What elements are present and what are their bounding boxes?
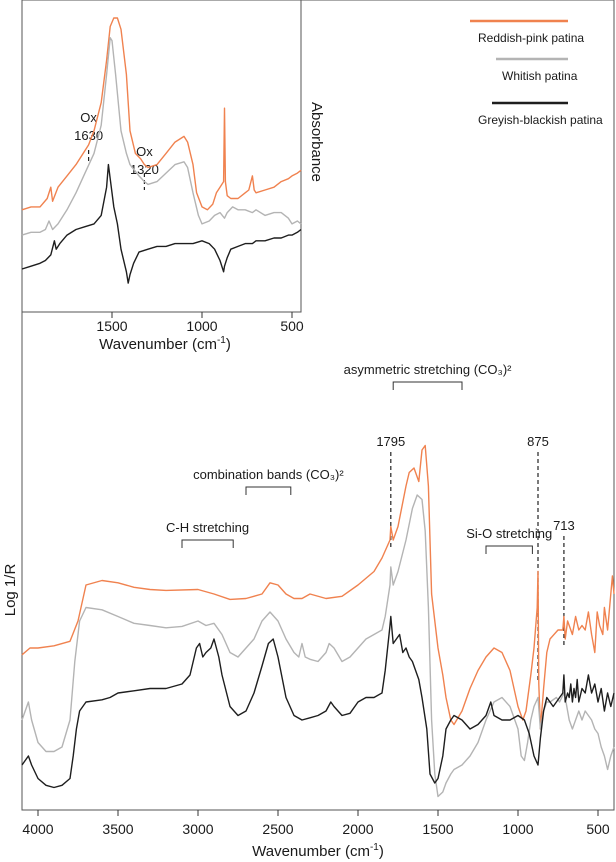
inset-annotation-top-0: Ox <box>80 110 97 125</box>
inset-plot-frame <box>21 0 302 313</box>
inset-series-line-1 <box>21 37 302 236</box>
main-peak-label-875: 875 <box>527 434 549 449</box>
inset-annotation-top-1: Ox <box>136 144 153 159</box>
legend: Reddish-pink patina Whitish patina Greyi… <box>470 19 603 127</box>
main-series-line-1 <box>21 494 615 798</box>
legend-label-reddish: Reddish-pink patina <box>478 31 584 45</box>
main-x-tick-label-3500: 3500 <box>102 821 133 837</box>
main-peak-label-713: 713 <box>553 518 575 533</box>
main-x-axis-title: Wavenumber (cm-1) <box>252 842 384 860</box>
main-annotation-bracket-0 <box>181 539 234 548</box>
main-annotation-bracket-1 <box>245 486 292 495</box>
main-x-tick-label-3000: 3000 <box>182 821 213 837</box>
inset-y-axis-title: Absorbance <box>308 102 325 182</box>
inset-annotation-bottom-0: 1630 <box>74 128 103 143</box>
main-x-tick-label-2000: 2000 <box>342 821 373 837</box>
main-annotation-label-0: C-H stretching <box>166 520 249 535</box>
inset-x-axis-title: Wavenumber (cm-1) <box>99 335 231 353</box>
main-x-tick-label-4000: 4000 <box>22 821 53 837</box>
inset-series-line-2 <box>21 163 302 284</box>
main-peak-label-1795: 1795 <box>376 434 405 449</box>
main-annotation-label-2: asymmetric stretching (CO₃)² <box>344 362 512 377</box>
main-x-tick-label-2500: 2500 <box>262 821 293 837</box>
inset-x-tick-label-500: 500 <box>280 318 304 334</box>
main-annotation-bracket-3 <box>485 545 533 554</box>
main-annotation-label-3: Si-O stretching <box>466 526 552 541</box>
main-x-tick-label-1500: 1500 <box>422 821 453 837</box>
main-y-axis-title: Log 1/R <box>2 564 19 617</box>
inset-x-tick-label-1000: 1000 <box>186 318 217 334</box>
main-annotations: C-H stretching combination bands (CO₃)² as… <box>166 362 575 680</box>
inset-x-tick-label-1500: 1500 <box>96 318 127 334</box>
main-plot-frame <box>21 0 615 811</box>
main-annotation-label-1: combination bands (CO₃)² <box>193 467 344 482</box>
main-annotation-bracket-2 <box>392 381 463 390</box>
main-x-axis: 4000 3500 3000 2500 2000 1500 1000 500 <box>22 810 610 837</box>
inset-x-axis: 1500 1000 500 <box>96 312 304 334</box>
main-series-line-2 <box>21 615 615 789</box>
inset-series-line-0 <box>21 17 302 211</box>
legend-label-whitish: Whitish patina <box>502 69 578 83</box>
main-series-group <box>21 444 615 798</box>
main-x-tick-label-500: 500 <box>586 821 610 837</box>
main-x-tick-label-1000: 1000 <box>502 821 533 837</box>
inset-series-group <box>21 17 302 284</box>
main-series-line-0 <box>21 444 615 730</box>
legend-label-greyish: Greyish-blackish patina <box>478 113 603 127</box>
